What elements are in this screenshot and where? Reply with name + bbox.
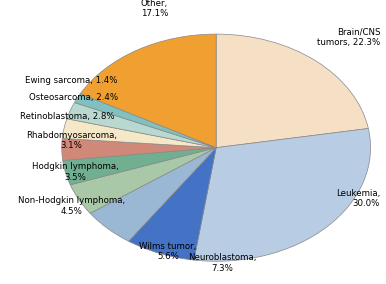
- Text: Wilms tumor,
5.6%: Wilms tumor, 5.6%: [139, 242, 196, 261]
- Wedge shape: [63, 148, 216, 185]
- Text: Retinoblastoma, 2.8%: Retinoblastoma, 2.8%: [20, 112, 115, 121]
- Wedge shape: [70, 148, 216, 213]
- Wedge shape: [67, 103, 216, 148]
- Text: Brain/CNS
tumors, 22.3%: Brain/CNS tumors, 22.3%: [317, 27, 380, 47]
- Wedge shape: [62, 119, 216, 148]
- Wedge shape: [80, 34, 216, 148]
- Text: Neuroblastoma,
7.3%: Neuroblastoma, 7.3%: [188, 253, 256, 273]
- Text: Ewing sarcoma, 1.4%: Ewing sarcoma, 1.4%: [25, 76, 118, 85]
- Text: Other,
17.1%: Other, 17.1%: [141, 0, 168, 18]
- Wedge shape: [216, 34, 368, 148]
- Text: Hodgkin lymphoma,
3.5%: Hodgkin lymphoma, 3.5%: [32, 162, 119, 181]
- Wedge shape: [194, 128, 371, 261]
- Wedge shape: [129, 148, 216, 260]
- Text: Non-Hodgkin lymphoma,
4.5%: Non-Hodgkin lymphoma, 4.5%: [18, 196, 125, 216]
- Text: Rhabdomyosarcoma,
3.1%: Rhabdomyosarcoma, 3.1%: [26, 131, 117, 150]
- Wedge shape: [90, 148, 216, 241]
- Text: Osteosarcoma, 2.4%: Osteosarcoma, 2.4%: [29, 93, 118, 103]
- Wedge shape: [62, 138, 216, 160]
- Text: Leukemia,
30.0%: Leukemia, 30.0%: [336, 189, 380, 208]
- Wedge shape: [74, 94, 216, 148]
